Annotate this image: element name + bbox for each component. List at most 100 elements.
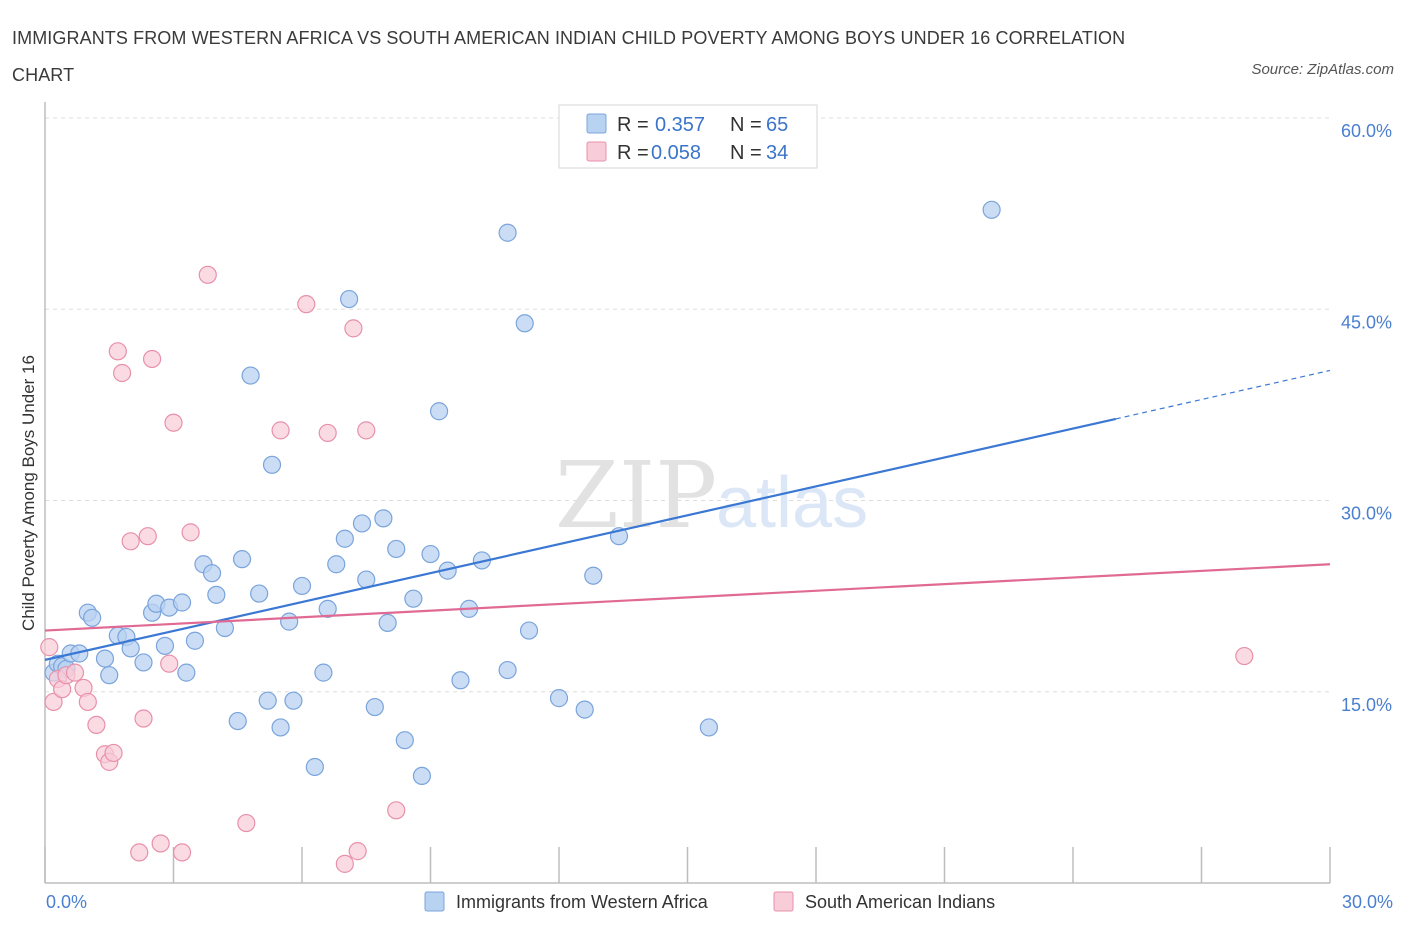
watermark-zip: ZIP	[555, 442, 717, 549]
tick-labels: 15.0% 30.0% 45.0% 60.0% 0.0% 30.0%	[46, 121, 1393, 912]
data-point-south-american-indians	[121, 532, 140, 551]
data-point-western-africa	[284, 691, 303, 710]
source-label: Source: ZipAtlas.com	[1251, 61, 1394, 78]
data-point-western-africa	[228, 711, 247, 731]
data-point-south-american-indians	[134, 709, 153, 728]
data-point-western-africa	[271, 718, 290, 737]
top-legend: R = 0.357 N = 65 R = 0.058 N = 34	[558, 104, 818, 169]
data-point-western-africa	[202, 564, 222, 583]
data-point-western-africa	[134, 653, 153, 672]
data-point-south-american-indians	[348, 842, 367, 861]
data-point-south-american-indians	[164, 413, 183, 432]
legend-swatch-blue	[586, 113, 607, 134]
legend-n-label: N =	[730, 114, 762, 136]
legend-n-value-pink: 34	[766, 142, 788, 164]
data-point-south-american-indians	[40, 638, 59, 657]
data-point-western-africa	[519, 621, 539, 640]
data-point-western-africa	[412, 766, 432, 786]
trend-lines	[44, 369, 1331, 661]
data-point-western-africa	[549, 689, 569, 708]
data-point-western-africa	[305, 757, 324, 777]
data-point-south-american-indians	[138, 527, 157, 546]
data-point-western-africa	[250, 584, 269, 603]
data-point-south-american-indians	[387, 801, 406, 820]
legend-swatch-pink	[586, 141, 607, 162]
y-tick-label: 15.0%	[1341, 695, 1392, 715]
y-tick-label: 45.0%	[1341, 312, 1392, 332]
data-point-western-africa	[365, 697, 384, 717]
chart-title: IMMIGRANTS FROM WESTERN AFRICA VS SOUTH …	[12, 28, 1126, 85]
data-point-south-american-indians	[78, 692, 97, 712]
data-point-western-africa	[318, 599, 337, 618]
data-point-western-africa	[83, 608, 102, 627]
data-point-south-american-indians	[1235, 646, 1254, 666]
data-point-western-africa	[207, 585, 226, 604]
data-point-south-american-indians	[271, 421, 290, 440]
data-point-western-africa	[241, 366, 260, 385]
data-point-western-africa	[258, 691, 277, 710]
data-point-south-american-indians	[112, 363, 132, 383]
data-point-western-africa	[982, 200, 1001, 219]
data-point-western-africa	[262, 455, 282, 474]
legend-r-label: R =	[617, 142, 649, 164]
data-point-western-africa	[232, 550, 252, 569]
y-tick-label: 30.0%	[1341, 504, 1392, 524]
bottom-legend: Immigrants from Western Africa South Ame…	[424, 891, 995, 912]
axes	[44, 102, 1331, 884]
data-point-western-africa	[387, 539, 406, 559]
grid-lines	[45, 117, 1330, 693]
data-point-south-american-indians	[87, 715, 106, 735]
data-point-south-american-indians	[344, 319, 363, 338]
legend-r-value-pink: 0.058	[651, 142, 701, 164]
data-point-western-africa	[335, 529, 354, 548]
legend-r-label: R =	[617, 114, 649, 136]
legend-n-label: N =	[730, 142, 762, 164]
bottom-legend-label-pink: South American Indians	[805, 892, 995, 912]
bottom-legend-swatch-pink	[773, 891, 794, 912]
y-tick-label: 60.0%	[1341, 121, 1392, 141]
data-point-south-american-indians	[160, 654, 179, 673]
data-point-western-africa	[421, 544, 440, 564]
legend-n-value-blue: 65	[766, 114, 788, 136]
data-point-western-africa	[327, 555, 346, 574]
bottom-legend-label-blue: Immigrants from Western Africa	[456, 892, 709, 912]
data-point-western-africa	[280, 612, 299, 631]
data-point-south-american-indians	[65, 663, 85, 682]
data-point-south-american-indians	[108, 342, 127, 361]
data-point-south-american-indians	[151, 834, 170, 853]
x-tick-label: 30.0%	[1342, 892, 1393, 912]
data-point-south-american-indians	[130, 843, 149, 862]
trend-line-western-africa	[44, 417, 1117, 661]
data-point-western-africa	[100, 666, 119, 685]
data-point-south-american-indians	[142, 349, 162, 369]
data-point-western-africa	[404, 589, 423, 608]
data-point-south-american-indians	[172, 843, 192, 862]
data-point-western-africa	[584, 566, 603, 585]
data-point-western-africa	[314, 663, 333, 682]
data-point-western-africa	[515, 314, 534, 333]
legend-r-value-blue: 0.357	[655, 114, 705, 136]
data-point-western-africa	[172, 593, 192, 612]
trend-line-south-american-indians	[44, 563, 1331, 632]
data-point-south-american-indians	[181, 523, 200, 542]
data-point-south-american-indians	[357, 421, 376, 440]
data-point-western-africa	[575, 700, 594, 719]
data-point-western-africa	[155, 636, 175, 655]
bottom-legend-swatch-blue	[424, 891, 445, 912]
data-point-western-africa	[699, 718, 719, 737]
data-point-south-american-indians	[318, 423, 337, 443]
data-point-western-africa	[95, 649, 115, 668]
data-point-western-africa	[292, 576, 312, 596]
trend-line-western-africa-extension	[1115, 369, 1331, 420]
data-point-south-american-indians	[335, 854, 354, 873]
data-point-south-american-indians	[198, 265, 217, 284]
x-tick-label: 0.0%	[46, 892, 87, 912]
data-point-western-africa	[429, 402, 449, 421]
data-point-western-africa	[185, 631, 205, 650]
data-point-western-africa	[177, 663, 196, 682]
data-point-western-africa	[352, 514, 372, 533]
data-point-western-africa	[451, 671, 470, 690]
data-point-western-africa	[340, 289, 359, 309]
data-point-south-american-indians	[104, 743, 123, 763]
